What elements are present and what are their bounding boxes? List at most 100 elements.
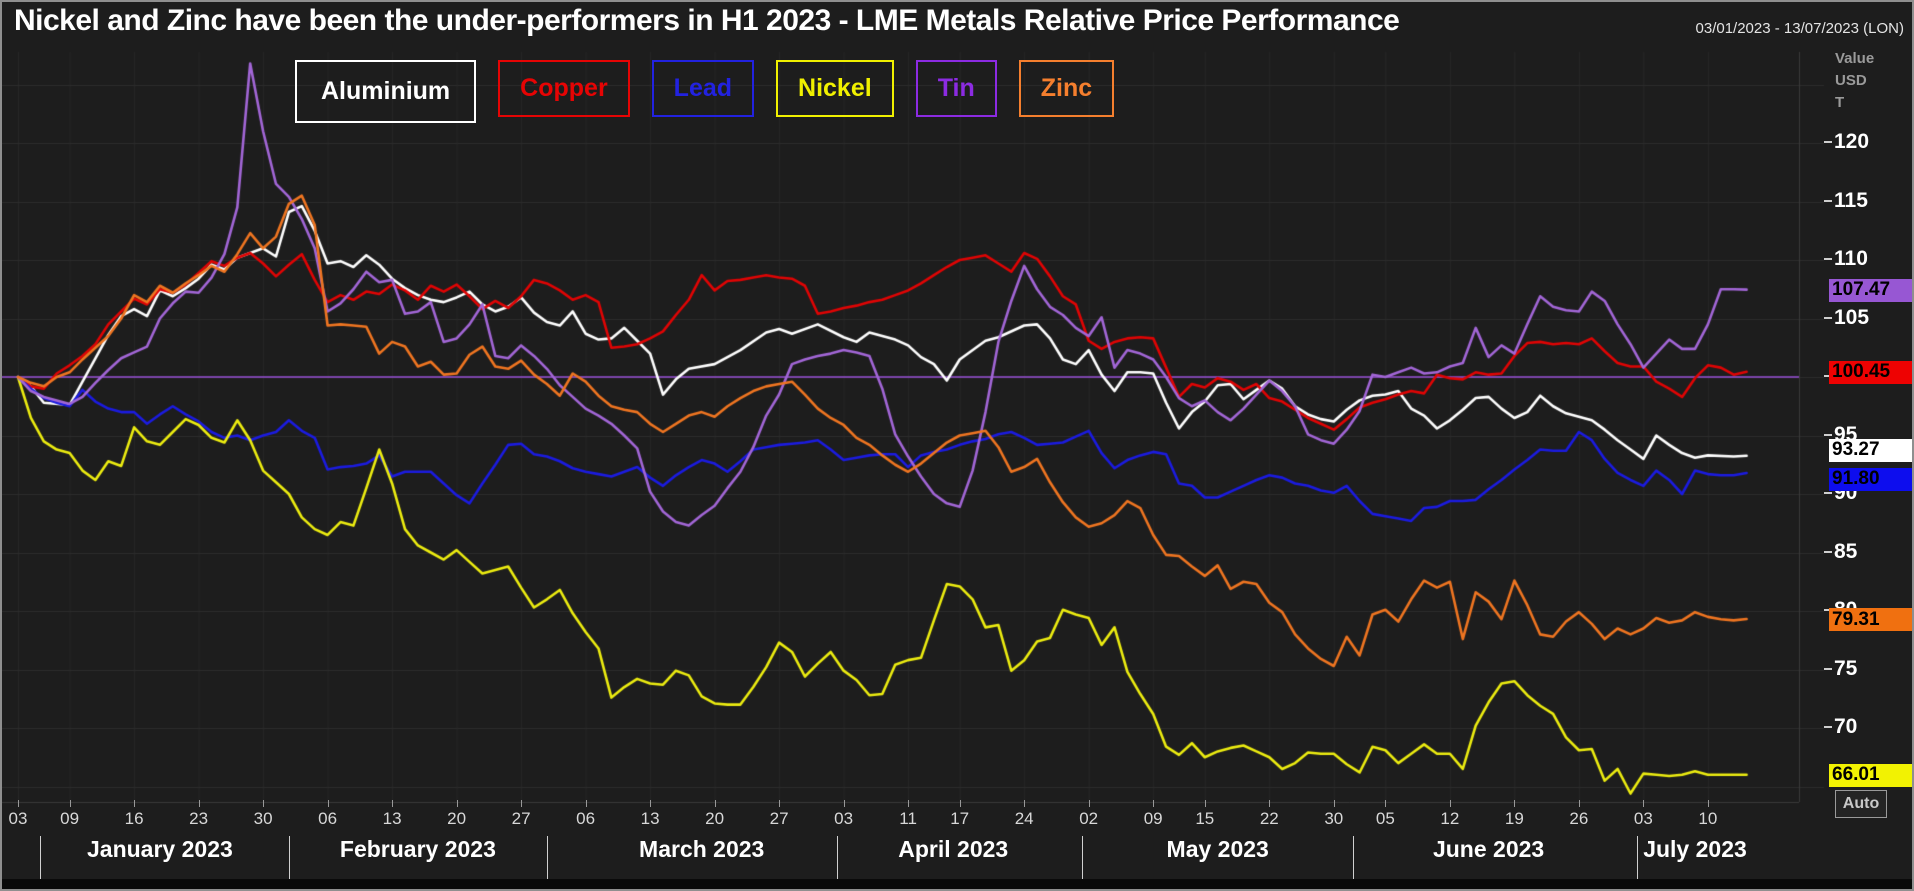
x-tick-mark: [1269, 800, 1271, 807]
y-tick-label: 70: [1834, 715, 1858, 738]
y-tick-mark: [1824, 141, 1832, 143]
y-tick-mark: [1824, 492, 1832, 494]
x-tick-label: 27: [511, 809, 531, 828]
value-axis-title-line: USD: [1835, 72, 1867, 89]
x-tick-label: 10: [1698, 809, 1718, 828]
y-tick-105: 105: [1824, 306, 1869, 330]
x-tick-mark: [69, 800, 71, 807]
y-tick-label: 85: [1834, 539, 1858, 563]
legend-item-zinc[interactable]: Zinc: [1018, 60, 1115, 117]
x-tick-label: 30: [253, 809, 273, 828]
value-axis-title-line: T: [1835, 94, 1845, 111]
month-separator: [1636, 836, 1638, 880]
date-range-label[interactable]: 03/01/2023 - 13/07/2023 (LON): [1695, 20, 1904, 37]
month-label: February 2023: [339, 836, 496, 862]
legend-item-tin[interactable]: Tin: [915, 60, 997, 117]
x-tick-mark: [1024, 800, 1026, 807]
value-axis-title-line: Value: [1835, 50, 1875, 67]
y-tick-110: 110: [1824, 247, 1868, 271]
y-tick-mark: [1824, 667, 1832, 670]
x-tick-mark: [456, 800, 458, 807]
x-tick-mark: [1514, 800, 1516, 807]
x-tick-mark: [843, 800, 845, 807]
month-separator: [546, 836, 548, 880]
x-tick-mark: [1333, 800, 1335, 807]
month-separator: [288, 836, 290, 880]
legend-item-lead[interactable]: Lead: [651, 60, 755, 117]
x-tick-mark: [650, 800, 652, 807]
y-tick-label: 115: [1834, 188, 1868, 212]
x-tick-mark: [1204, 800, 1206, 807]
legend: Aluminium Copper Lead Nickel Tin Zinc: [295, 60, 1115, 123]
x-tick-label: 03: [834, 809, 854, 828]
y-tick-70: 70: [1824, 715, 1857, 739]
x-tick-label: 30: [1324, 809, 1344, 828]
x-tick-label: 17: [950, 809, 970, 828]
page-title: Nickel and Zinc have been the under-perf…: [14, 4, 1400, 37]
x-tick-mark: [392, 800, 394, 807]
x-tick-mark: [908, 800, 910, 807]
y-tick-label: 75: [1834, 656, 1858, 680]
legend-item-aluminium[interactable]: Aluminium: [295, 60, 477, 123]
month-separator: [39, 836, 41, 880]
x-tick-mark: [1707, 800, 1709, 807]
x-tick-label: 06: [318, 809, 338, 828]
x-tick-mark: [714, 800, 716, 807]
x-tick-mark: [959, 800, 961, 807]
x-tick-label: 22: [1259, 809, 1279, 828]
last-value-badge-copper: 100.45: [1829, 360, 1912, 384]
x-tick-label: 13: [640, 809, 660, 828]
x-tick-label: 13: [382, 809, 402, 828]
x-tick-label: 09: [60, 809, 80, 828]
x-tick-mark: [18, 800, 19, 807]
last-value-badge-lead: 91.80: [1829, 467, 1912, 491]
x-tick-mark: [779, 800, 781, 807]
month-label: July 2023: [1643, 836, 1747, 862]
y-tick-label: 120: [1834, 130, 1870, 153]
x-tick-label: 20: [447, 809, 467, 828]
x-tick-mark: [1385, 800, 1387, 807]
x-tick-mark: [1449, 800, 1451, 807]
month-separator: [1082, 836, 1084, 880]
x-tick-label: 19: [1504, 809, 1524, 828]
y-tick-mark: [1824, 316, 1832, 319]
x-tick-mark: [263, 800, 265, 807]
x-tick-mark: [327, 800, 329, 807]
x-tick-label: 15: [1195, 809, 1215, 828]
x-tick-label: 12: [1440, 809, 1460, 828]
y-tick-mark: [1824, 609, 1832, 611]
month-label: March 2023: [639, 836, 765, 862]
x-tick-label: 05: [1375, 809, 1395, 828]
last-value-badge-aluminium: 93.27: [1829, 438, 1912, 462]
y-tick-label: 105: [1834, 305, 1870, 329]
last-value-badge-nickel: 66.01: [1829, 763, 1912, 787]
month-label: May 2023: [1166, 836, 1269, 862]
month-separator: [837, 836, 839, 880]
x-tick-label: 09: [1143, 809, 1163, 828]
x-tick-label: 03: [1633, 809, 1653, 828]
x-tick-mark: [198, 800, 200, 807]
y-tick-mark: [1824, 375, 1832, 377]
month-separator: [1353, 836, 1355, 880]
legend-item-nickel[interactable]: Nickel: [776, 60, 894, 117]
auto-scale-button[interactable]: Auto: [1835, 790, 1887, 818]
month-label: April 2023: [898, 836, 1009, 862]
y-tick-label: 110: [1834, 247, 1868, 270]
legend-item-copper[interactable]: Copper: [498, 60, 630, 117]
y-tick-115: 115: [1824, 189, 1868, 213]
value-axis-title: Value USD T: [1835, 48, 1874, 114]
last-value-badge-tin: 107.47: [1829, 278, 1912, 302]
x-tick-label: 03: [8, 809, 28, 828]
y-tick-mark: [1824, 726, 1832, 728]
y-tick-120: 120: [1824, 130, 1869, 154]
x-tick-label: 23: [189, 809, 209, 828]
x-tick-label: 24: [1014, 809, 1034, 828]
x-tick-label: 11: [899, 809, 917, 828]
x-tick-mark: [1578, 800, 1580, 807]
month-label: June 2023: [1432, 836, 1545, 862]
y-tick-mark: [1824, 550, 1832, 553]
x-tick-mark: [1088, 800, 1090, 807]
y-tick-85: 85: [1824, 540, 1857, 564]
